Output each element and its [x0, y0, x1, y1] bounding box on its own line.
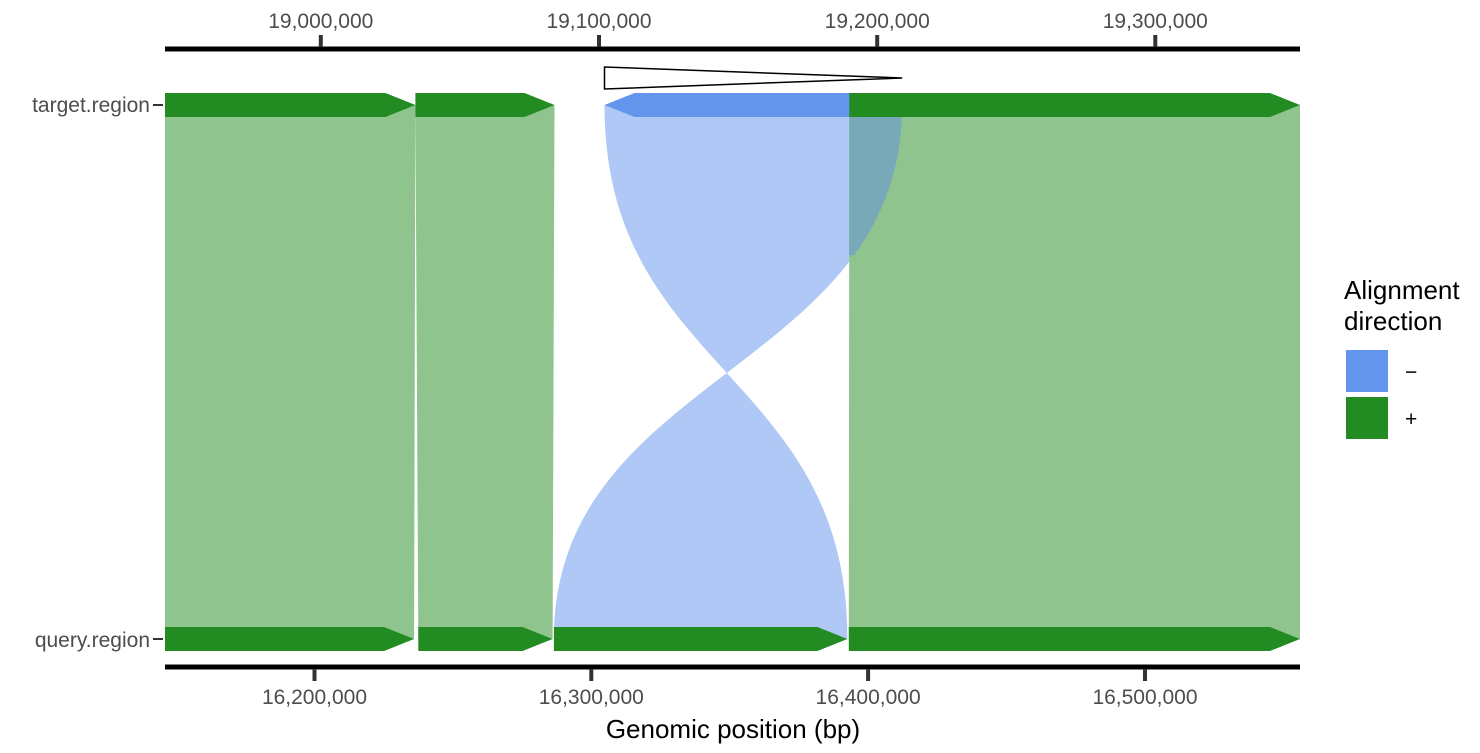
query-arrow-2 [418, 627, 553, 651]
inversion-marker [603, 66, 903, 90]
query-arrow-3 [553, 627, 848, 651]
target-tick-label: 19,300,000 [1103, 10, 1208, 33]
query-tick-label: 16,400,000 [816, 686, 921, 709]
alignment-arrows [165, 93, 1300, 651]
alignment-ribbon-4 [848, 105, 1300, 639]
query-tick-label: 16,300,000 [539, 686, 644, 709]
target-arrow-3 [604, 93, 903, 117]
alignment-ribbon-1 [165, 105, 416, 639]
query-arrow-4 [848, 627, 1300, 651]
x-axis-title: Genomic position (bp) [606, 714, 860, 744]
legend-title-line-1: Alignment [1344, 275, 1460, 305]
legend-label-plus: + [1405, 408, 1417, 431]
target-tick-label: 19,000,000 [268, 10, 373, 33]
target-arrow-2 [415, 93, 555, 117]
target-arrow-1 [165, 93, 416, 117]
ribbon-overlaps [849, 105, 903, 256]
target-row-label: target.region [32, 94, 150, 117]
target-arrow-4 [849, 93, 1300, 117]
legend-label-minus: − [1405, 361, 1417, 384]
legend-title-line-2: direction [1344, 306, 1442, 336]
target-tick-label: 19,100,000 [546, 10, 651, 33]
legend-swatch-minus [1346, 350, 1388, 392]
ribbon-overlap [849, 105, 903, 256]
alignment-ribbons [165, 105, 1300, 639]
legend-swatch-plus [1346, 397, 1388, 439]
query-tick-label: 16,200,000 [262, 686, 367, 709]
target-tick-label: 19,200,000 [825, 10, 930, 33]
legend: Alignment direction − + [1344, 275, 1460, 439]
query-arrow-1 [165, 627, 415, 651]
query-tick-label: 16,500,000 [1092, 686, 1197, 709]
inversion-wedge [603, 66, 903, 90]
axis-ticks: 19,000,000 19,100,000 19,200,000 19,300,000… [262, 10, 1208, 709]
alignment-ribbon-3 [553, 105, 903, 639]
query-row-label: query.region [35, 629, 150, 652]
alignment-ribbon-2 [415, 105, 555, 639]
